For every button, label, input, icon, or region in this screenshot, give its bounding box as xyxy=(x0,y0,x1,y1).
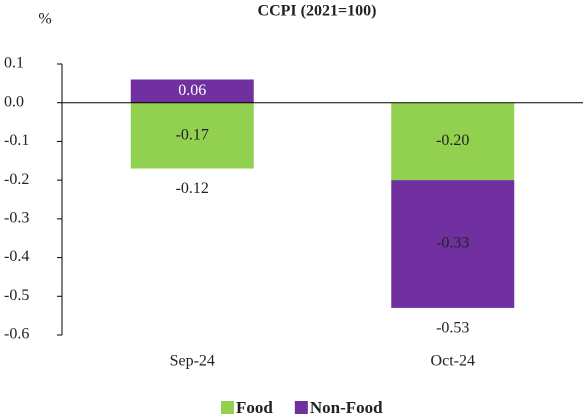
legend-swatch xyxy=(294,401,308,414)
x-tick-label: Oct-24 xyxy=(431,353,475,370)
bar-segment xyxy=(391,102,515,181)
bar-segment xyxy=(130,102,254,169)
y-axis-label: % xyxy=(38,11,51,28)
legend-swatch xyxy=(221,401,234,414)
y-tick-label: -0.5 xyxy=(4,287,29,304)
legend-label: Non-Food xyxy=(310,398,383,417)
y-tick-label: -0.1 xyxy=(4,132,29,149)
legend-label: Food xyxy=(236,398,273,417)
total-label: -0.53 xyxy=(436,320,469,337)
y-tick-label: 0.1 xyxy=(4,55,24,72)
bar-segment xyxy=(130,79,254,103)
bar-segment xyxy=(391,180,515,308)
y-tick-label: -0.2 xyxy=(4,171,29,188)
y-tick-label: -0.6 xyxy=(4,326,29,343)
chart-title: CCPI (2021=100) xyxy=(258,3,377,20)
total-label: -0.12 xyxy=(176,180,209,197)
value-label: -0.33 xyxy=(436,235,469,252)
value-label: -0.17 xyxy=(176,126,209,143)
y-tick-label: 0.0 xyxy=(4,93,24,110)
x-tick-label: Sep-24 xyxy=(170,353,215,370)
y-tick-label: -0.4 xyxy=(4,248,29,265)
y-tick-label: -0.3 xyxy=(4,210,29,227)
value-label: -0.20 xyxy=(436,132,469,149)
value-label: 0.06 xyxy=(178,82,206,99)
